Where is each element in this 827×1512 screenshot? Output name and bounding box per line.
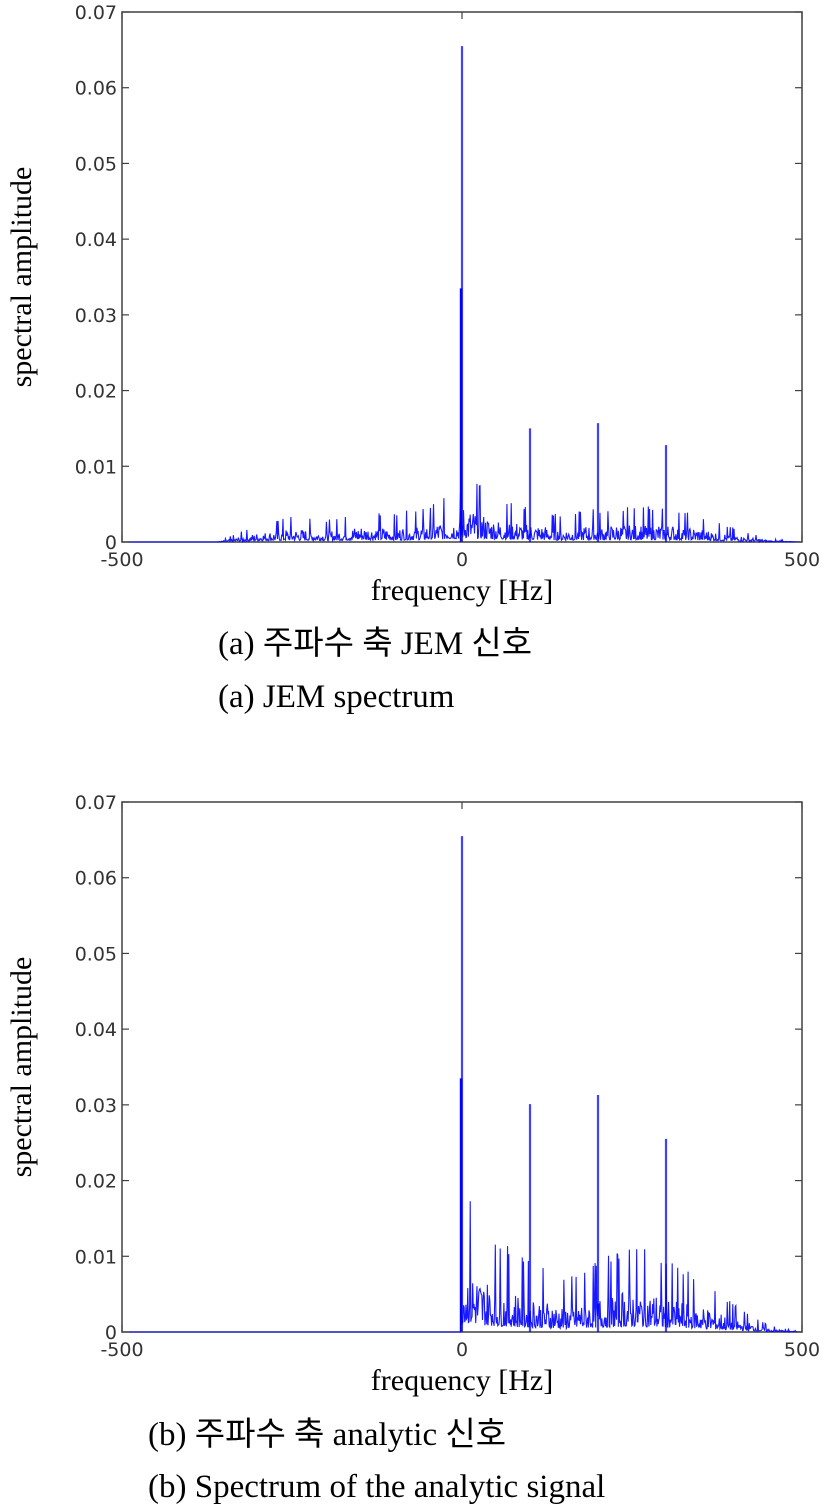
chart-a-ytick-label: 0.01 xyxy=(75,456,117,478)
chart-b-xticks: -500 0 500 xyxy=(100,802,820,1361)
caption-b-korean: (b) 주파수 축 analytic 신호 xyxy=(148,1417,507,1453)
chart-a-yticks: 0 0.01 0.02 0.03 0.04 0.05 0.06 0.07 xyxy=(75,2,802,554)
chart-a: 00.010.020.030.040.050.060.07 -500 0 500 f… xyxy=(5,2,820,607)
chart-a-ylabel: spectral amplitude xyxy=(5,167,38,388)
chart-b-ytick-label: 0.06 xyxy=(75,868,117,890)
chart-a-peaks xyxy=(459,46,668,542)
caption-b-english: (b) Spectrum of the analytic signal xyxy=(148,1469,606,1505)
chart-b: 00.010.020.030.040.050.060.07 -500 0 500 f… xyxy=(5,792,820,1397)
chart-b-ytick-label: 0.01 xyxy=(75,1246,117,1268)
chart-a-ytick-label: 0.07 xyxy=(75,2,117,24)
chart-b-ylabel: spectral amplitude xyxy=(5,957,38,1178)
chart-b-xtick-label: 500 xyxy=(784,1339,820,1361)
chart-b-xlabel: frequency [Hz] xyxy=(371,1364,553,1397)
chart-a-xtick-label: -500 xyxy=(100,549,143,571)
chart-b-ytick-label: 0.05 xyxy=(75,943,117,965)
chart-b-ytick-label: 0 xyxy=(105,1322,117,1344)
chart-b-xtick-label: -500 xyxy=(100,1339,143,1361)
chart-a-xlabel: frequency [Hz] xyxy=(371,574,553,607)
chart-b-peaks xyxy=(459,836,668,1332)
chart-b-ytick-label: 0.03 xyxy=(75,1095,117,1117)
chart-b-ytick-label: 0.02 xyxy=(75,1171,117,1193)
chart-b-ytick-label: 0.04 xyxy=(75,1019,117,1041)
chart-b-ytick-label: 0.07 xyxy=(75,792,117,814)
chart-b-yticks: 0 0.01 0.02 0.03 0.04 0.05 0.06 0.07 xyxy=(75,792,802,1344)
chart-a-ytick-label: 0.05 xyxy=(75,153,117,175)
chart-a-xtick-label: 500 xyxy=(784,549,820,571)
chart-a-ytick-label: 0.06 xyxy=(75,78,117,100)
chart-b-xtick-label: 0 xyxy=(456,1339,468,1361)
chart-a-ytick-label: 0.03 xyxy=(75,305,117,327)
chart-a-xtick-label: 0 xyxy=(456,549,468,571)
chart-a-ytick-label: 0 xyxy=(105,532,117,554)
caption-a-english: (a) JEM spectrum xyxy=(218,679,455,715)
chart-a-xticks: -500 0 500 xyxy=(100,12,820,571)
chart-a-ytick-label: 0.04 xyxy=(75,229,117,251)
caption-a-korean: (a) 주파수 축 JEM 신호 xyxy=(218,626,533,662)
chart-a-ytick-label: 0.02 xyxy=(75,381,117,403)
